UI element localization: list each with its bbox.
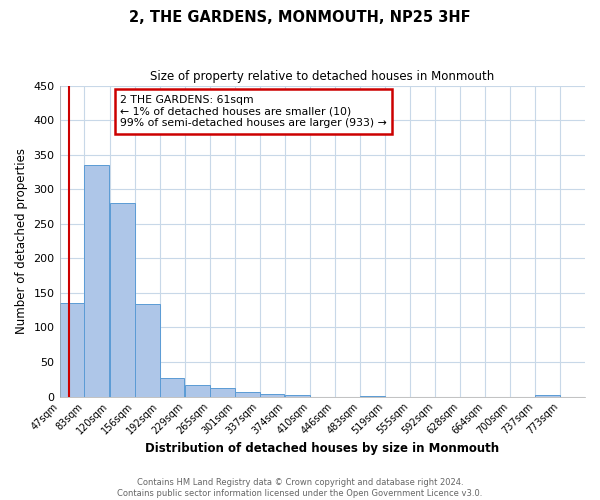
Bar xyxy=(85,165,109,396)
Bar xyxy=(535,395,560,396)
Bar xyxy=(110,203,135,396)
Bar xyxy=(260,394,284,396)
X-axis label: Distribution of detached houses by size in Monmouth: Distribution of detached houses by size … xyxy=(145,442,499,455)
Bar xyxy=(185,385,210,396)
Bar xyxy=(135,304,160,396)
Bar xyxy=(235,392,260,396)
Text: Contains HM Land Registry data © Crown copyright and database right 2024.
Contai: Contains HM Land Registry data © Crown c… xyxy=(118,478,482,498)
Y-axis label: Number of detached properties: Number of detached properties xyxy=(15,148,28,334)
Title: Size of property relative to detached houses in Monmouth: Size of property relative to detached ho… xyxy=(150,70,494,83)
Bar xyxy=(210,388,235,396)
Bar xyxy=(285,395,310,396)
Text: 2, THE GARDENS, MONMOUTH, NP25 3HF: 2, THE GARDENS, MONMOUTH, NP25 3HF xyxy=(129,10,471,25)
Bar xyxy=(160,378,184,396)
Bar xyxy=(59,302,85,396)
Text: 2 THE GARDENS: 61sqm
← 1% of detached houses are smaller (10)
99% of semi-detach: 2 THE GARDENS: 61sqm ← 1% of detached ho… xyxy=(120,95,387,128)
